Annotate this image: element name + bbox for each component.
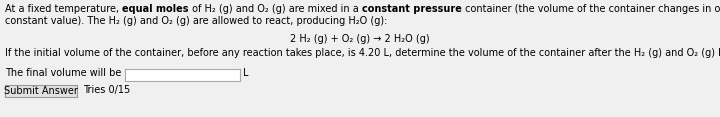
Text: equal moles: equal moles [122, 4, 189, 14]
Text: 2 H₂ (g) + O₂ (g) → 2 H₂O (g): 2 H₂ (g) + O₂ (g) → 2 H₂O (g) [290, 34, 430, 44]
Text: If the initial volume of the container, before any reaction takes place, is 4.20: If the initial volume of the container, … [5, 48, 720, 58]
Text: At a fixed temperature,: At a fixed temperature, [5, 4, 122, 14]
Text: The final volume will be: The final volume will be [5, 68, 125, 78]
Text: constant value). The H₂ (g) and O₂ (g) are allowed to react, producing H₂O (g):: constant value). The H₂ (g) and O₂ (g) a… [5, 16, 387, 26]
Text: container (the volume of the container changes in order to keep the pressure at : container (the volume of the container c… [462, 4, 720, 14]
Text: of H₂ (g) and O₂ (g) are mixed in a: of H₂ (g) and O₂ (g) are mixed in a [189, 4, 361, 14]
Text: Tries 0/15: Tries 0/15 [83, 85, 130, 95]
Text: L: L [243, 68, 249, 78]
Text: Submit Answer: Submit Answer [4, 86, 78, 96]
Text: constant pressure: constant pressure [361, 4, 462, 14]
